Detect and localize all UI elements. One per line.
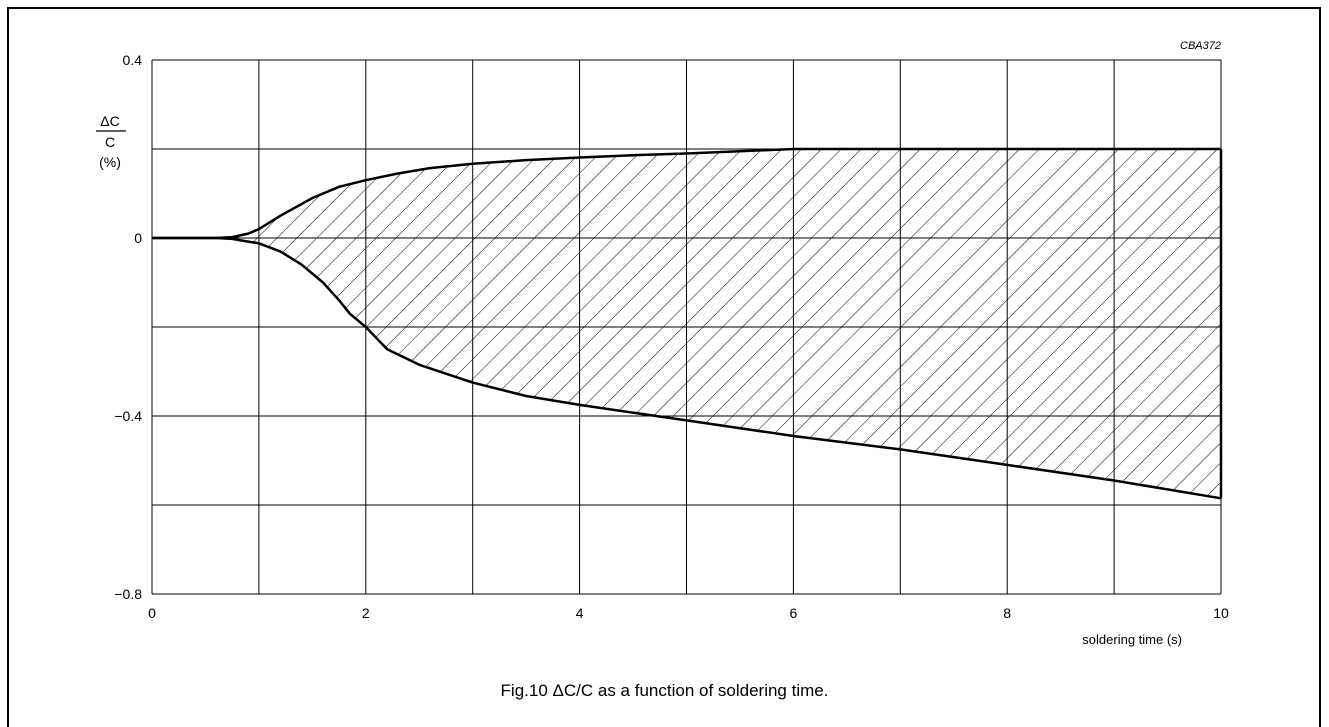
tolerance-band: [152, 149, 1221, 499]
x-tick-label: 6: [790, 605, 798, 621]
y-label-unit: (%): [99, 154, 121, 170]
y-label-numerator: ΔC: [100, 113, 119, 129]
tick-labels: 0 2 4 6 8 10 0.4 0 −0.4 −0.8: [114, 52, 1229, 621]
y-tick-label: 0: [134, 230, 142, 246]
figure-frame: [7, 7, 1321, 727]
y-axis-label: ΔC C (%): [96, 113, 126, 170]
x-tick-label: 0: [148, 605, 156, 621]
x-tick-label: 8: [1003, 605, 1011, 621]
y-label-denominator: C: [105, 134, 115, 150]
figure-code: CBA372: [1180, 40, 1221, 52]
lower-limit-curve: [152, 236, 1222, 500]
y-tick-label: −0.4: [114, 408, 142, 424]
y-tick-label: −0.8: [114, 586, 142, 602]
x-tick-label: 4: [576, 605, 584, 621]
y-tick-label: 0.4: [123, 52, 143, 68]
curves: [152, 147, 1223, 500]
x-axis-label: soldering time (s): [1082, 632, 1182, 647]
figure-caption: Fig.10 ΔC/C as a function of soldering t…: [500, 681, 829, 700]
upper-limit-curve: [152, 147, 1221, 240]
x-tick-label: 10: [1213, 605, 1229, 621]
x-tick-label: 2: [362, 605, 370, 621]
